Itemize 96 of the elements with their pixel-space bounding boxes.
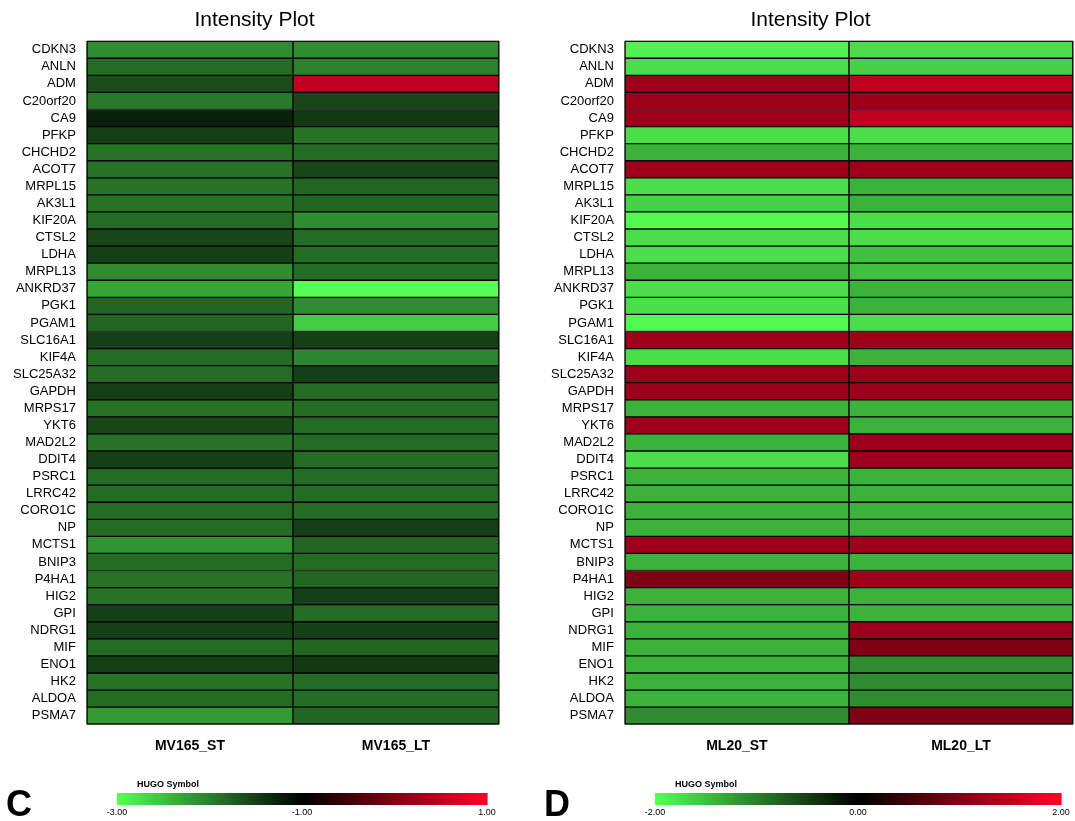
x-tick-label: ML20_ST (706, 737, 769, 754)
y-tick-label: PSMA7 (31, 707, 76, 723)
y-tick-label: HIG2 (45, 587, 76, 603)
y-tick-label: PFKP (579, 126, 614, 142)
y-tick-label: DDIT4 (38, 451, 76, 467)
y-tick-label: ALDOA (569, 690, 615, 706)
y-tick-label: PGAM1 (568, 314, 614, 330)
y-tick-label: ENO1 (578, 656, 614, 672)
y-tick-label: DDIT4 (576, 451, 614, 467)
color-bar-label: 0.00 (849, 807, 867, 817)
y-tick-label: ENO1 (40, 656, 76, 672)
y-tick-label: GAPDH (29, 382, 76, 398)
y-tick-label: BNIP3 (38, 553, 76, 569)
y-tick-label: HIG2 (583, 587, 614, 603)
y-tick-label: PSRC1 (570, 468, 614, 484)
y-tick-label: MAD2L2 (25, 434, 76, 450)
y-tick-label: P4HA1 (572, 570, 614, 586)
y-tick-label: CHCHD2 (559, 143, 614, 159)
y-tick-label: LRRC42 (26, 485, 76, 501)
color-bar-label: 2.00 (1052, 807, 1070, 817)
y-tick-label: MIF (53, 638, 76, 654)
y-tick-label: LDHA (41, 246, 77, 262)
y-tick-label: AK3L1 (36, 194, 76, 210)
color-bar-label: -2.00 (644, 807, 666, 817)
color-bar-label: 1.00 (478, 807, 496, 817)
y-tick-label: ADM (584, 75, 614, 91)
color-bar-label: -3.00 (106, 807, 128, 817)
y-tick-label: CA9 (50, 109, 76, 125)
y-tick-label: C20orf20 (22, 92, 76, 108)
y-tick-label: ADM (46, 75, 76, 91)
y-tick-label: AK3L1 (574, 194, 614, 210)
y-tick-label: MRPL15 (25, 177, 76, 193)
y-tick-label: NP (57, 519, 76, 535)
y-tick-label: GPI (591, 604, 614, 620)
y-tick-label: MRPL13 (563, 263, 614, 279)
x-axis-title: HUGO Symbol (136, 779, 199, 789)
text: C (6, 783, 32, 821)
y-tick-label: NDRG1 (568, 621, 614, 637)
x-axis-title: HUGO Symbol (674, 779, 737, 789)
y-tick-label: HK2 (50, 673, 76, 689)
y-tick-label: LDHA (579, 246, 615, 262)
y-tick-label: CA9 (588, 109, 614, 125)
y-tick-label: SLC25A32 (12, 365, 76, 381)
y-tick-label: ANKRD37 (553, 280, 614, 296)
y-tick-label: NP (595, 519, 614, 535)
y-tick-label: BNIP3 (576, 553, 614, 569)
y-tick-label: PSMA7 (569, 707, 614, 723)
x-tick-label: ML20_LT (931, 737, 992, 754)
x-tick-label: MV165_LT (361, 737, 431, 754)
y-tick-label: NDRG1 (30, 621, 76, 637)
y-tick-label: CHCHD2 (21, 143, 76, 159)
y-tick-label: YKT6 (43, 416, 76, 432)
text: D (544, 783, 570, 821)
y-tick-label: PGAM1 (30, 314, 76, 330)
y-tick-label: LRRC42 (564, 485, 614, 501)
y-tick-label: CORO1C (558, 502, 614, 518)
y-tick-label: MRPS17 (561, 399, 614, 415)
y-tick-label: KIF4A (577, 348, 615, 364)
chart-title: Intensity Plot (750, 7, 871, 31)
y-tick-label: MIF (591, 638, 614, 654)
y-tick-label: P4HA1 (34, 570, 76, 586)
y-tick-label: CORO1C (20, 502, 76, 518)
y-tick-label: GPI (53, 604, 76, 620)
y-tick-label: KIF20A (570, 212, 615, 228)
y-tick-label: CDKN3 (569, 41, 614, 57)
y-tick-label: PGK1 (579, 297, 614, 313)
y-tick-label: PSRC1 (32, 468, 76, 484)
y-tick-label: MRPS17 (23, 399, 76, 415)
chart-title: Intensity Plot (194, 7, 315, 31)
color-bar-label: -1.00 (291, 807, 313, 817)
y-tick-label: CTSL2 (35, 229, 76, 245)
y-tick-label: C20orf20 (560, 92, 614, 108)
y-tick-label: ANLN (41, 58, 76, 74)
y-tick-label: CTSL2 (573, 229, 614, 245)
y-tick-label: YKT6 (581, 416, 614, 432)
x-tick-label: MV165_ST (154, 737, 226, 754)
y-tick-label: ALDOA (31, 690, 77, 706)
y-tick-label: HK2 (588, 673, 614, 689)
y-tick-label: MAD2L2 (563, 434, 614, 450)
y-tick-label: MRPL15 (563, 177, 614, 193)
y-tick-label: MCTS1 (31, 536, 76, 552)
y-tick-label: ACOT7 (32, 160, 76, 176)
y-tick-label: SLC16A1 (20, 331, 76, 347)
y-tick-label: MRPL13 (25, 263, 76, 279)
y-tick-label: SLC25A32 (550, 365, 614, 381)
y-tick-label: KIF4A (39, 348, 77, 364)
y-tick-label: MCTS1 (569, 536, 614, 552)
y-tick-label: PGK1 (41, 297, 76, 313)
y-tick-label: KIF20A (32, 212, 77, 228)
y-tick-label: ANKRD37 (15, 280, 76, 296)
y-tick-label: ANLN (579, 58, 614, 74)
y-tick-label: PFKP (41, 126, 76, 142)
y-tick-label: ACOT7 (570, 160, 614, 176)
y-tick-label: GAPDH (567, 382, 614, 398)
y-tick-label: SLC16A1 (558, 331, 614, 347)
y-tick-label: CDKN3 (31, 41, 76, 57)
